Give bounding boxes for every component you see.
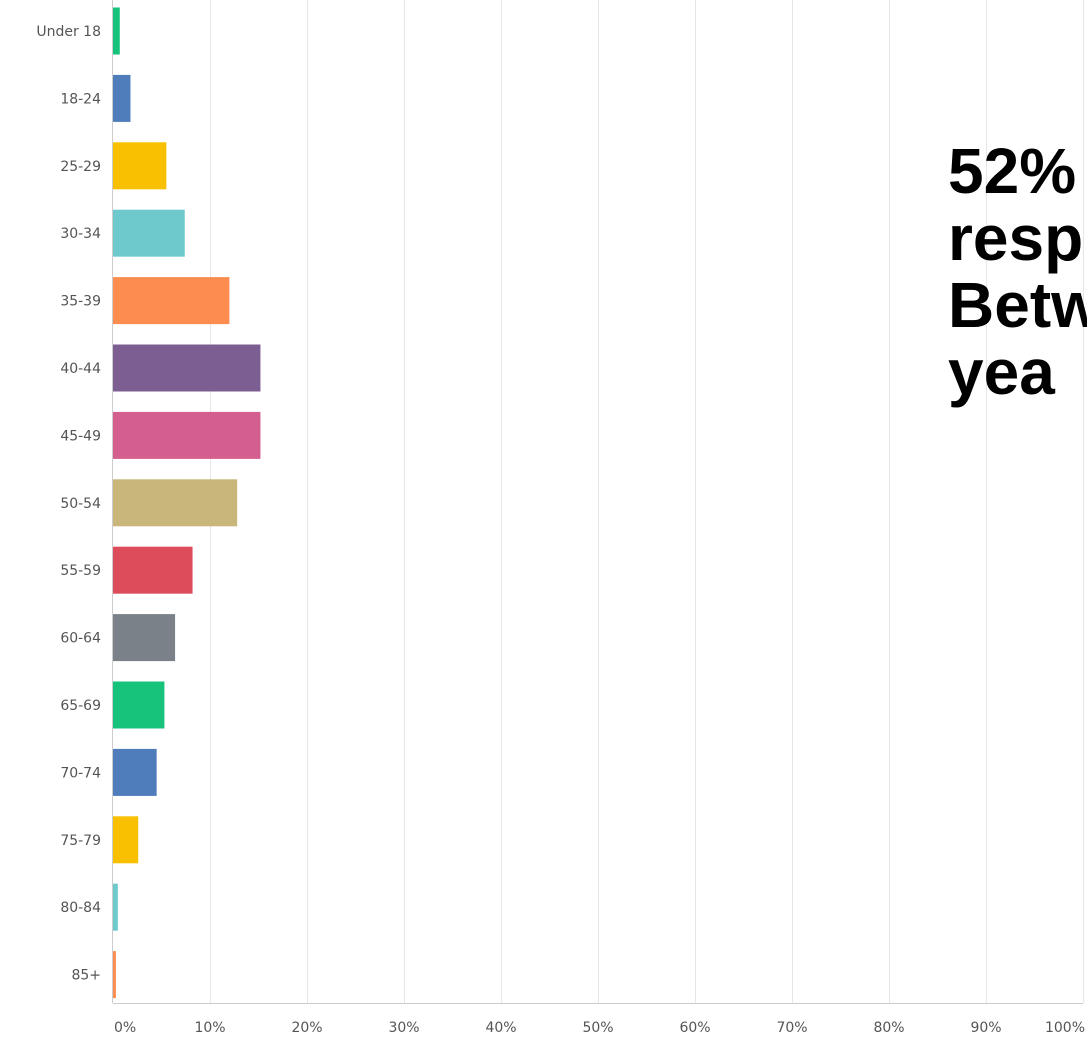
bar-25-29 [113,142,167,190]
bar-50-54 [113,479,238,527]
category-label: 55-59 [60,563,101,579]
category-label: 70-74 [60,765,101,781]
category-label: 18-24 [60,91,101,107]
x-tick-label: 10% [194,1020,225,1036]
callout-text: 52% resp Betw yea [948,138,1087,406]
bar-35-39 [113,277,230,325]
x-tick-label: 50% [582,1020,613,1036]
x-tick-label: 100% [1045,1020,1085,1036]
x-tick-label: 70% [776,1020,807,1036]
bar-80-84 [113,883,118,931]
category-label: 30-34 [60,226,101,242]
x-tick-label: 90% [970,1020,1001,1036]
callout-line-4: yea [948,336,1055,408]
bar-18-24 [113,74,131,122]
bar-under-18 [113,7,120,55]
x-tick-label: 60% [679,1020,710,1036]
category-label: 35-39 [60,294,101,310]
callout-line-3: Betw [948,269,1087,341]
category-label: 25-29 [60,159,101,175]
bar-45-49 [113,411,261,459]
category-label: Under 18 [36,24,101,40]
bar-75-79 [113,816,139,864]
category-label: 40-44 [60,361,101,377]
category-label: 60-64 [60,631,101,647]
bar-70-74 [113,748,157,796]
x-tick-label: 20% [291,1020,322,1036]
x-tick-label: 0% [114,1020,136,1036]
bar-30-34 [113,209,185,257]
category-label: 85+ [71,968,101,984]
category-label: 45-49 [60,428,101,444]
category-label: 65-69 [60,698,101,714]
callout-line-1: 52% [948,135,1077,207]
x-tick-label: 30% [388,1020,419,1036]
bar-65-69 [113,681,165,729]
x-tick-label: 40% [485,1020,516,1036]
bar-55-59 [113,546,193,594]
callout-line-2: resp [948,202,1084,274]
bar-85- [113,951,116,999]
category-label: 50-54 [60,496,101,512]
x-tick-label: 80% [873,1020,904,1036]
category-label: 75-79 [60,833,101,849]
bar-40-44 [113,344,261,392]
category-label: 80-84 [60,900,101,916]
bar-60-64 [113,614,176,662]
